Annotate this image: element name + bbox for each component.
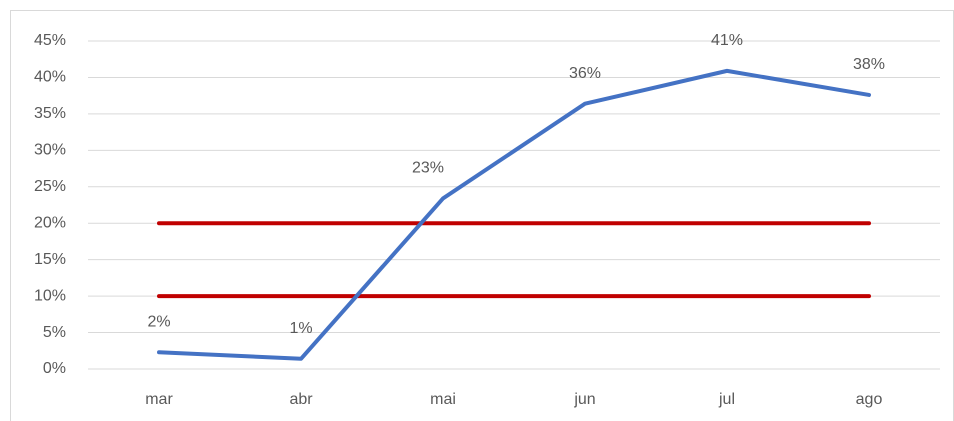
y-tick-label: 10% [34, 287, 66, 304]
x-tick-label: ago [856, 391, 883, 408]
line-series [157, 68, 871, 361]
chart-border [10, 10, 954, 421]
y-tick-label: 45% [34, 32, 66, 49]
y-tick-label: 30% [34, 142, 66, 159]
data-label: 2% [147, 313, 170, 330]
y-tick-label: 25% [34, 178, 66, 195]
data-label: 1% [289, 320, 312, 337]
x-tick-label: jun [573, 391, 595, 408]
x-tick-label: abr [289, 391, 313, 408]
y-tick-label: 20% [34, 214, 66, 231]
x-tick-label: mar [145, 391, 173, 408]
y-tick-label: 0% [43, 360, 66, 377]
y-tick-label: 35% [34, 105, 66, 122]
data-label: 23% [412, 160, 444, 177]
x-tick-label: jul [718, 391, 735, 408]
data-label: 38% [853, 56, 885, 73]
y-tick-label: 40% [34, 69, 66, 86]
data-label: 36% [569, 65, 601, 82]
y-tick-label: 15% [34, 251, 66, 268]
y-tick-label: 5% [43, 324, 66, 341]
x-tick-label: mai [430, 391, 456, 408]
data-label: 41% [711, 32, 743, 49]
